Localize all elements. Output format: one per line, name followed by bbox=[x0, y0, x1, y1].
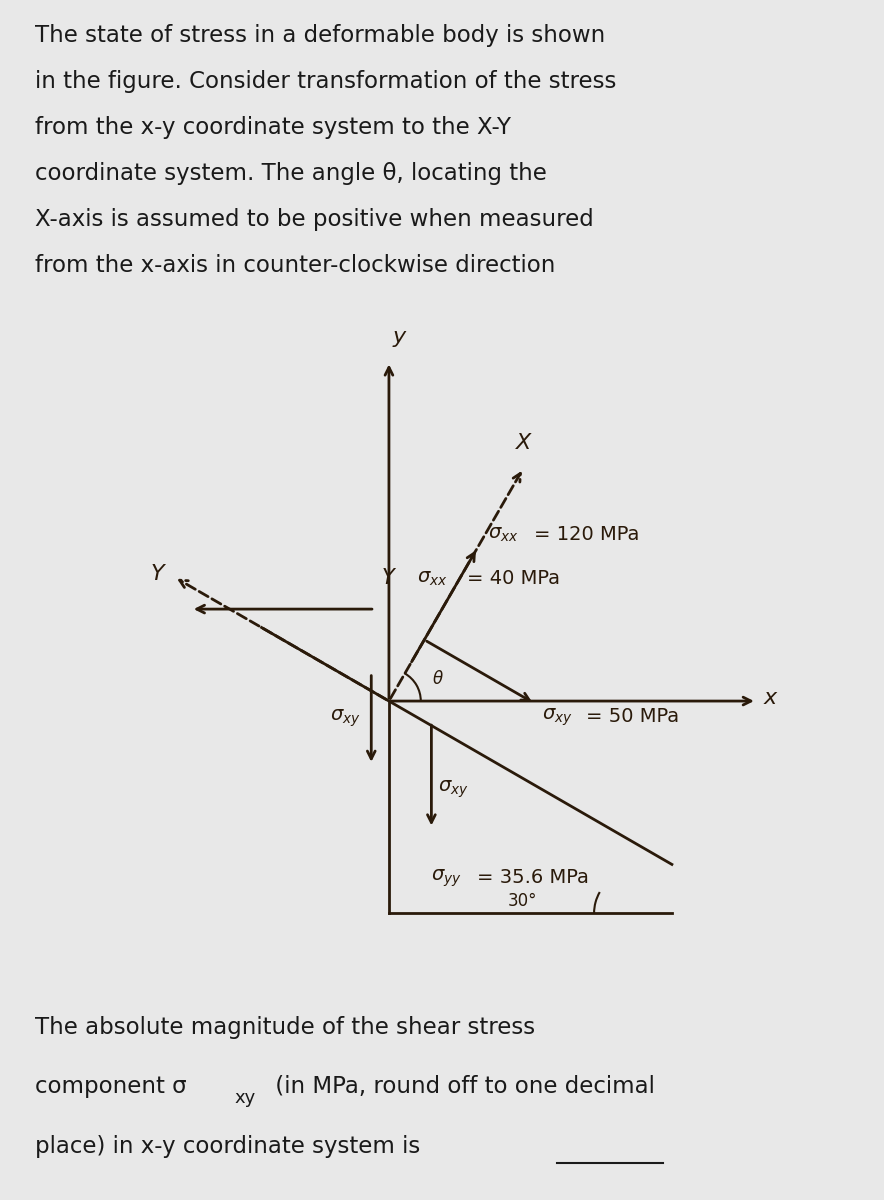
Text: from the x-axis in counter-clockwise direction: from the x-axis in counter-clockwise dir… bbox=[34, 254, 555, 277]
Text: in the figure. Consider transformation of the stress: in the figure. Consider transformation o… bbox=[34, 70, 616, 92]
Text: (in MPa, round off to one decimal: (in MPa, round off to one decimal bbox=[268, 1075, 655, 1098]
Text: coordinate system. The angle θ, locating the: coordinate system. The angle θ, locating… bbox=[34, 162, 546, 185]
Text: = 40 MPa: = 40 MPa bbox=[467, 569, 560, 588]
Text: Y: Y bbox=[382, 568, 394, 588]
Text: y: y bbox=[392, 328, 406, 347]
Text: 30°: 30° bbox=[508, 892, 537, 910]
Text: $\sigma_{xy}$: $\sigma_{xy}$ bbox=[330, 708, 361, 730]
Text: xy: xy bbox=[234, 1088, 255, 1106]
Text: x: x bbox=[764, 688, 777, 708]
Text: = 120 MPa: = 120 MPa bbox=[534, 526, 639, 545]
Text: $\sigma_{xx}$: $\sigma_{xx}$ bbox=[488, 526, 519, 545]
Text: from the x-y coordinate system to the X-Y: from the x-y coordinate system to the X-… bbox=[34, 116, 511, 139]
Text: X-axis is assumed to be positive when measured: X-axis is assumed to be positive when me… bbox=[34, 208, 593, 232]
Text: $\sigma_{xx}$: $\sigma_{xx}$ bbox=[417, 569, 448, 588]
Text: component σ: component σ bbox=[34, 1075, 187, 1098]
Text: The absolute magnitude of the shear stress: The absolute magnitude of the shear stre… bbox=[34, 1016, 535, 1039]
Text: place) in x-y coordinate system is: place) in x-y coordinate system is bbox=[34, 1135, 420, 1158]
Text: $\sigma_{yy}$: $\sigma_{yy}$ bbox=[431, 868, 462, 889]
Text: = 35.6 MPa: = 35.6 MPa bbox=[477, 869, 590, 887]
Text: The state of stress in a deformable body is shown: The state of stress in a deformable body… bbox=[34, 24, 605, 47]
Text: = 50 MPa: = 50 MPa bbox=[585, 707, 679, 726]
Text: θ: θ bbox=[433, 671, 443, 689]
Text: $\sigma_{xy}$: $\sigma_{xy}$ bbox=[542, 707, 572, 728]
Text: $\sigma_{xy}$: $\sigma_{xy}$ bbox=[438, 779, 469, 800]
Text: X: X bbox=[515, 433, 531, 452]
Text: Y: Y bbox=[150, 564, 164, 583]
